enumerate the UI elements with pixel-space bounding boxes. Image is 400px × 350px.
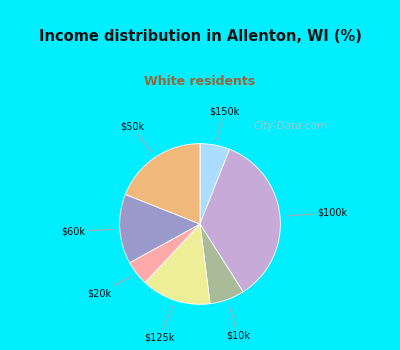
Text: $125k: $125k [144,306,174,342]
Wedge shape [145,224,210,304]
Text: $10k: $10k [226,305,250,341]
Text: Income distribution in Allenton, WI (%): Income distribution in Allenton, WI (%) [38,29,362,44]
Wedge shape [200,144,230,224]
Wedge shape [120,194,200,263]
Wedge shape [200,149,280,292]
Wedge shape [130,224,200,282]
Text: $20k: $20k [87,276,132,298]
Wedge shape [125,144,200,224]
Wedge shape [200,224,243,304]
Text: $60k: $60k [61,226,114,236]
Text: $150k: $150k [210,106,240,140]
Text: $50k: $50k [120,121,152,153]
Text: $100k: $100k [286,208,348,218]
Text: City-Data.com: City-Data.com [253,121,327,131]
Text: White residents: White residents [144,75,256,89]
